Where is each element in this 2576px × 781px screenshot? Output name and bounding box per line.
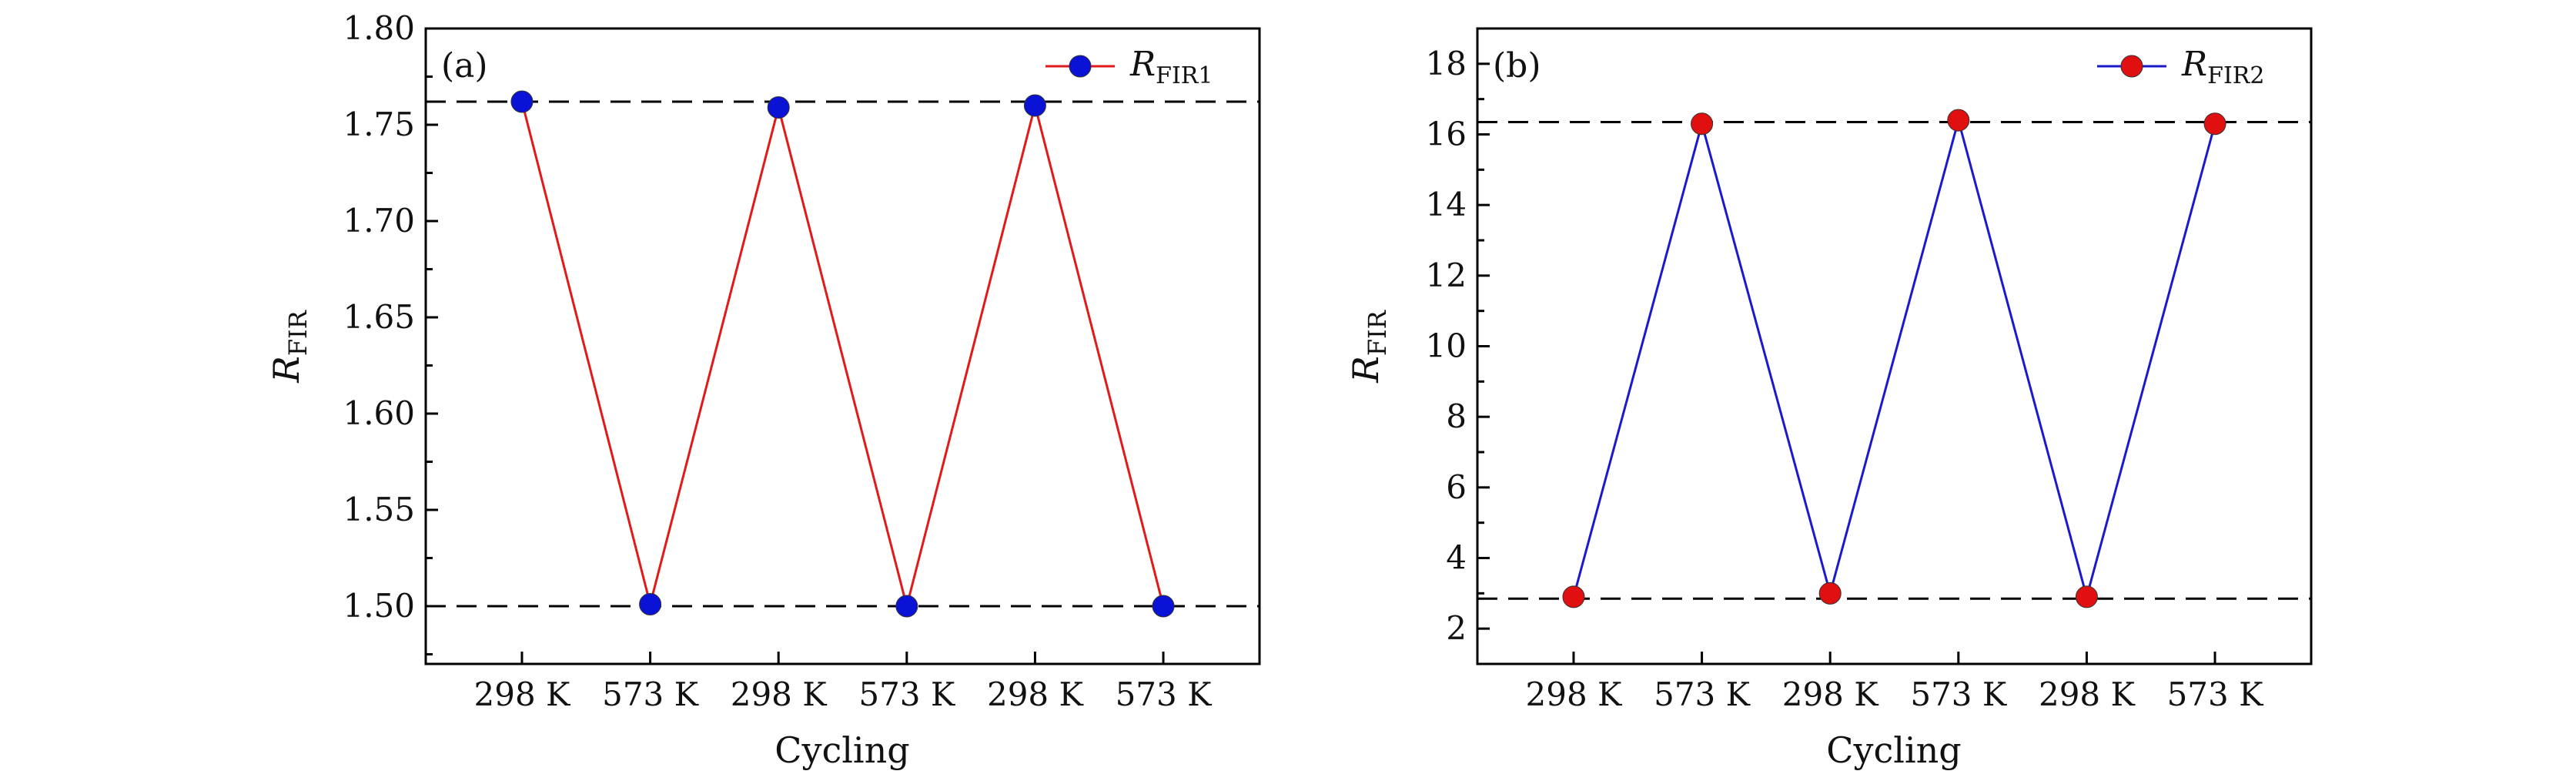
x-tick-label: 298 K: [1526, 675, 1624, 713]
x-axis: 298 K 573 K 298 K 573 K 298 K 573 K: [1526, 652, 2265, 713]
x-tick-label: 573 K: [1654, 675, 1751, 713]
x-tick-label: 298 K: [2039, 675, 2136, 713]
data-point: [1691, 112, 1714, 136]
data-point: [1023, 94, 1046, 117]
panel-label: (b): [1493, 46, 1541, 85]
x-tick-label: 298 K: [1782, 675, 1880, 713]
x-axis: 298 K 573 K 298 K 573 K 298 K 573 K: [474, 652, 1213, 713]
y-tick-label: 14: [1426, 186, 1467, 223]
y-tick-label: 1.75: [343, 106, 415, 143]
y-axis-label: RFIR: [266, 310, 313, 383]
legend-label-subscript: FIR1: [1156, 62, 1213, 89]
y-axis: 1.50 1.55 1.60 1.65 1.70 1.75 1.80: [343, 9, 438, 655]
y-tick-label: 12: [1426, 256, 1467, 294]
y-tick-label: 8: [1446, 397, 1467, 435]
legend-label-base: R: [1129, 45, 1156, 84]
x-axis-label: Cycling: [774, 729, 909, 771]
data-point: [767, 96, 790, 119]
y-tick-label: 10: [1426, 327, 1467, 365]
x-tick-label: 573 K: [2167, 675, 2265, 713]
data-point: [1152, 595, 1175, 618]
y-axis-label-subscript: FIR: [283, 310, 313, 356]
y-tick-label: 4: [1446, 539, 1467, 577]
y-tick-label: 1.70: [343, 202, 415, 240]
y-tick-label: 2: [1446, 609, 1467, 647]
y-axis-label: RFIR: [1345, 310, 1392, 383]
y-axis-label-subscript: FIR: [1363, 310, 1392, 356]
x-tick-label: 298 K: [731, 675, 828, 713]
x-tick-label: 573 K: [1116, 675, 1213, 713]
series-line: [520, 101, 1165, 607]
data-point: [2075, 585, 2098, 608]
y-tick-label: 1.80: [343, 9, 415, 47]
x-tick-label: 298 K: [474, 675, 572, 713]
data-series: [510, 90, 1175, 618]
x-tick-label: 298 K: [987, 675, 1085, 713]
legend: RFIR1: [1045, 45, 1213, 89]
data-point: [2203, 112, 2226, 136]
y-tick-label: 1.50: [343, 587, 415, 625]
y-tick-label: 1.60: [343, 394, 415, 432]
legend-label: RFIR1: [1129, 45, 1213, 89]
reference-lines: [1477, 120, 2311, 600]
x-axis-label: Cycling: [1826, 729, 1961, 771]
x-tick-label: 573 K: [602, 675, 700, 713]
y-tick-label: 18: [1426, 45, 1467, 82]
data-point: [1562, 585, 1585, 608]
legend-marker: [1069, 55, 1092, 78]
data-series: [1562, 109, 2226, 608]
x-tick-label: 573 K: [858, 675, 956, 713]
legend-label-subscript: FIR2: [2207, 62, 2264, 89]
y-tick-label: 16: [1426, 116, 1467, 153]
legend-label-base: R: [2181, 45, 2207, 84]
y-axis: 2 4 6 8 10 12 14 16 18: [1426, 45, 1490, 647]
panel-label: (a): [441, 46, 488, 85]
series-line: [1572, 116, 2216, 602]
legend-label: RFIR2: [2181, 45, 2264, 89]
data-point: [639, 593, 662, 615]
plot-frame: [1476, 27, 2313, 665]
y-axis-label-base: R: [266, 356, 307, 384]
y-tick-label: 1.65: [343, 298, 415, 336]
legend: RFIR2: [2097, 45, 2264, 89]
data-point: [1818, 582, 1842, 605]
reference-lines: [426, 100, 1260, 608]
y-axis-label-base: R: [1345, 356, 1387, 384]
y-tick-label: 6: [1446, 468, 1467, 506]
plot-frame: [424, 27, 1261, 665]
data-point: [895, 595, 918, 618]
x-tick-label: 573 K: [1910, 675, 2008, 713]
data-point: [510, 90, 534, 113]
y-tick-label: 1.55: [343, 491, 415, 528]
data-point: [1947, 109, 1970, 132]
legend-marker: [2120, 55, 2143, 78]
